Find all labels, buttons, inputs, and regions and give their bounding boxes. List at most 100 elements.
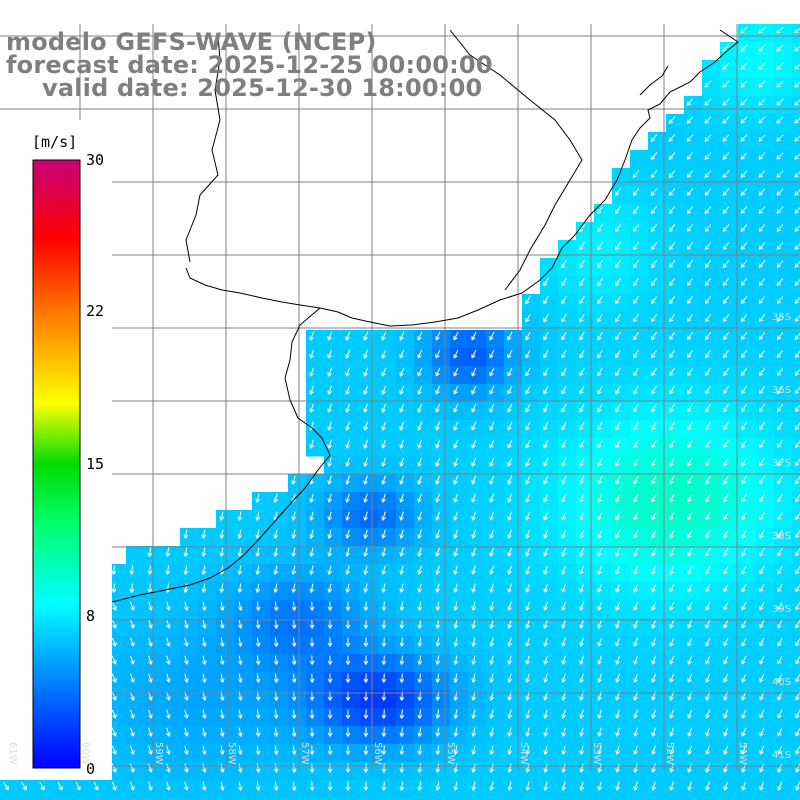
wind-arrow bbox=[184, 781, 189, 791]
wind-cell bbox=[630, 492, 649, 511]
wind-cell bbox=[468, 330, 487, 349]
wind-arrow bbox=[758, 116, 766, 124]
wind-cell bbox=[720, 348, 739, 367]
wind-cell bbox=[252, 690, 271, 709]
wind-arrow bbox=[561, 313, 567, 323]
wind-cell bbox=[630, 726, 649, 745]
wind-arrow bbox=[165, 547, 171, 557]
wind-cell bbox=[684, 780, 703, 799]
wind-arrow bbox=[57, 781, 63, 791]
wind-cell bbox=[756, 294, 775, 313]
wind-cell bbox=[342, 708, 361, 727]
wind-cell bbox=[270, 492, 289, 511]
wind-arrow bbox=[794, 189, 800, 196]
wind-arrow bbox=[489, 439, 495, 449]
wind-arrow bbox=[722, 170, 730, 178]
wind-cell bbox=[756, 42, 775, 61]
wind-arrow bbox=[201, 601, 207, 611]
wind-arrow bbox=[453, 673, 459, 683]
wind-cell bbox=[612, 474, 631, 493]
wind-arrow bbox=[291, 709, 297, 719]
wind-arrow bbox=[453, 781, 459, 791]
wind-cell bbox=[630, 330, 649, 349]
wind-cell bbox=[684, 150, 703, 169]
wind-arrow bbox=[417, 511, 422, 521]
wind-arrow bbox=[507, 637, 512, 647]
wind-arrow bbox=[704, 224, 712, 232]
wind-arrow bbox=[759, 565, 765, 575]
wind-arrow bbox=[741, 439, 747, 449]
wind-arrow bbox=[255, 493, 261, 503]
wind-cell bbox=[126, 600, 145, 619]
wind-arrow bbox=[507, 781, 513, 791]
wind-cell bbox=[396, 708, 415, 727]
wind-cell bbox=[486, 528, 505, 547]
wind-arrow bbox=[201, 529, 207, 539]
wind-cell bbox=[774, 186, 793, 205]
wind-arrow bbox=[525, 709, 530, 719]
wind-cell bbox=[198, 636, 217, 655]
wind-arrow bbox=[776, 170, 784, 178]
wind-cell bbox=[720, 672, 739, 691]
wind-cell bbox=[342, 492, 361, 511]
wind-cell bbox=[612, 456, 631, 475]
wind-cell bbox=[504, 708, 523, 727]
wind-cell bbox=[342, 798, 361, 800]
wind-cell bbox=[738, 420, 757, 439]
wind-arrow bbox=[705, 529, 711, 539]
wind-cell bbox=[432, 402, 451, 421]
wind-arrow bbox=[363, 403, 368, 413]
wind-arrow bbox=[668, 224, 676, 233]
wind-cell bbox=[702, 402, 721, 421]
wind-arrow bbox=[363, 709, 369, 719]
wind-cell bbox=[324, 654, 343, 673]
wind-cell bbox=[702, 78, 721, 97]
wind-arrow bbox=[669, 349, 675, 359]
wind-cell bbox=[576, 546, 595, 565]
wind-arrow bbox=[237, 709, 243, 719]
wind-arrow bbox=[579, 565, 585, 575]
wind-arrow bbox=[615, 781, 620, 791]
wind-cell bbox=[738, 276, 757, 295]
wind-arrow bbox=[417, 331, 423, 341]
wind-cell bbox=[342, 636, 361, 655]
wind-cell bbox=[162, 690, 181, 709]
wind-cell bbox=[360, 366, 379, 385]
wind-cell bbox=[270, 708, 289, 727]
wind-arrow bbox=[794, 81, 800, 88]
wind-cell bbox=[270, 762, 289, 781]
wind-cell bbox=[738, 780, 757, 799]
wind-arrow bbox=[776, 44, 784, 52]
wind-arrow bbox=[327, 529, 332, 539]
wind-arrow bbox=[561, 367, 567, 377]
wind-cell bbox=[684, 276, 703, 295]
wind-cell bbox=[378, 438, 397, 457]
wind-cell bbox=[702, 528, 721, 547]
wind-arrow bbox=[489, 331, 495, 341]
wind-cell bbox=[774, 510, 793, 529]
wind-arrow bbox=[686, 98, 694, 106]
wind-cell bbox=[522, 546, 541, 565]
wind-arrow bbox=[453, 637, 459, 647]
wind-arrow bbox=[759, 475, 765, 485]
wind-arrow bbox=[597, 475, 603, 485]
wind-cell bbox=[576, 330, 595, 349]
wind-cell bbox=[612, 258, 631, 277]
wind-cell bbox=[594, 726, 613, 745]
wind-arrow bbox=[615, 278, 621, 287]
wind-arrow bbox=[489, 781, 494, 791]
wind-arrow bbox=[597, 385, 603, 395]
wind-arrow bbox=[687, 619, 693, 629]
wind-arrow bbox=[561, 529, 567, 539]
wind-cell bbox=[630, 366, 649, 385]
wind-cell bbox=[450, 438, 469, 457]
wind-cell bbox=[0, 798, 19, 800]
wind-cell bbox=[270, 726, 289, 745]
wind-arrow bbox=[417, 619, 423, 629]
wind-arrow bbox=[129, 727, 135, 737]
wind-arrow bbox=[633, 601, 639, 611]
wind-cell bbox=[486, 726, 505, 745]
wind-cell bbox=[648, 348, 667, 367]
wind-arrow bbox=[399, 655, 405, 665]
wind-cell bbox=[522, 654, 541, 673]
